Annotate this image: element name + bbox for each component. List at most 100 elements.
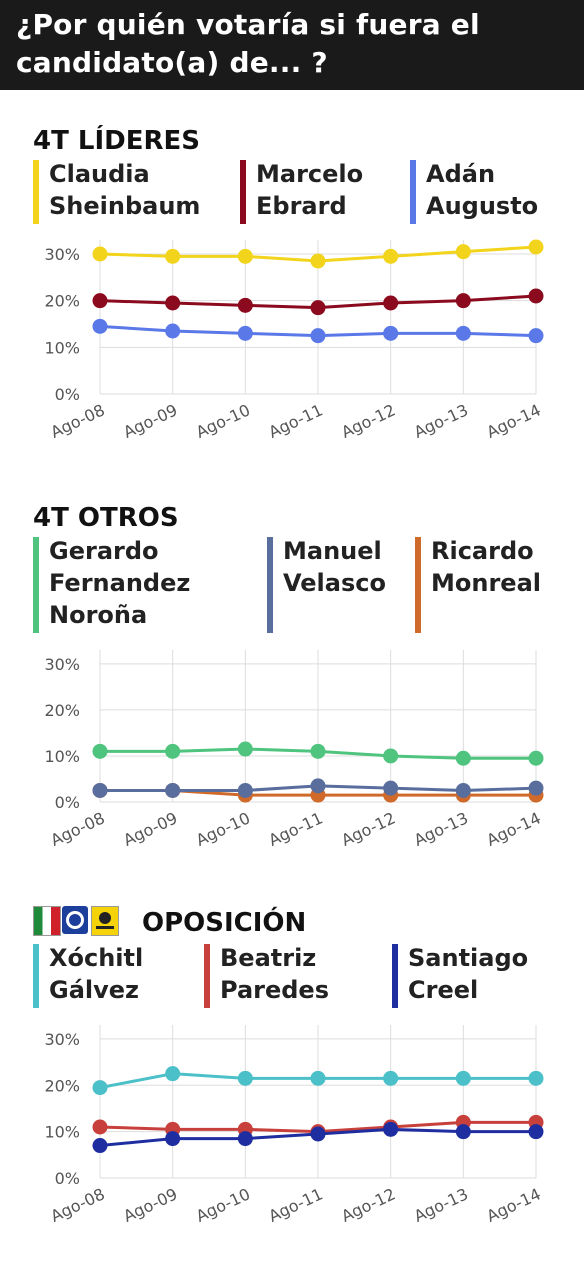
x-tick-label: Ago-11 (266, 1184, 326, 1225)
legend-item-creel: Santiago Creel (392, 942, 580, 1010)
data-point (165, 743, 181, 759)
data-point (528, 328, 544, 344)
x-tick-label: Ago-09 (120, 1184, 180, 1225)
title-line-2: candidato(a) de... ? (16, 46, 328, 79)
data-point (92, 293, 108, 309)
legend-item-galvez: Xóchitl Gálvez (33, 942, 203, 1010)
data-point (455, 1124, 471, 1140)
pan-logo-icon (62, 906, 88, 934)
y-tick-label: 30% (44, 1030, 80, 1049)
x-tick-label: Ago-08 (48, 808, 108, 849)
data-point (165, 295, 181, 311)
x-tick-label: Ago-10 (193, 1184, 253, 1225)
legend-label: Marcelo Ebrard (256, 160, 364, 220)
data-point (92, 782, 108, 798)
data-point (528, 288, 544, 304)
y-tick-label: 30% (44, 655, 80, 674)
data-point (455, 293, 471, 309)
data-point (383, 248, 399, 264)
x-tick-label: Ago-13 (411, 400, 471, 441)
legend-label: Ricardo Monreal (431, 537, 541, 597)
data-point (310, 1070, 326, 1086)
y-tick-label: 10% (44, 1123, 80, 1142)
data-point (455, 325, 471, 341)
data-point (383, 325, 399, 341)
data-point (237, 741, 253, 757)
legend-swatch (392, 944, 398, 1008)
y-tick-label: 10% (44, 338, 80, 357)
chart-otros: 0% 10% 20% 30% Ago-08 Ago-09 Ago-10 Ago-11 Ago-1… (44, 650, 544, 850)
data-point (165, 782, 181, 798)
x-tick-label: Ago-14 (484, 1184, 544, 1225)
y-tick-label: 0% (55, 793, 80, 812)
data-point (528, 1124, 544, 1140)
data-point (165, 1066, 181, 1082)
x-tick-label: Ago-12 (338, 400, 398, 441)
data-point (310, 743, 326, 759)
x-tick-label: Ago-14 (484, 400, 544, 441)
pri-logo-icon (33, 906, 61, 936)
data-point (310, 253, 326, 269)
section-title-otros: 4T OTROS (33, 503, 179, 533)
legend-label: Santiago Creel (408, 944, 529, 1004)
data-point (92, 1138, 108, 1154)
data-point (237, 325, 253, 341)
x-tick-label: Ago-09 (120, 400, 180, 441)
data-point (528, 239, 544, 255)
x-tick-label: Ago-13 (411, 808, 471, 849)
y-tick-label: 20% (44, 701, 80, 720)
legend-item-paredes: Beatriz Paredes (204, 942, 374, 1010)
data-point (237, 248, 253, 264)
data-point (92, 246, 108, 262)
data-point (165, 323, 181, 339)
chart-oposicion: 0% 10% 20% 30% Ago-08 Ago-09 Ago-10 Ago-11 Ago-1… (44, 1025, 544, 1226)
data-point (383, 748, 399, 764)
data-point (455, 244, 471, 260)
data-point (528, 780, 544, 796)
y-tick-label: 30% (44, 245, 80, 264)
legend-swatch (33, 944, 39, 1008)
data-point (92, 318, 108, 334)
legend-item-adan: Adán Augusto (410, 158, 580, 226)
data-point (310, 300, 326, 316)
x-tick-label: Ago-10 (193, 808, 253, 849)
data-point (310, 328, 326, 344)
section-title-lideres: 4T LÍDERES (33, 126, 200, 156)
header-banner: ¿Por quién votaría si fuera el candidato… (0, 0, 584, 90)
y-tick-label: 0% (55, 385, 80, 404)
x-tick-label: Ago-11 (266, 808, 326, 849)
legend-item-sheinbaum: Claudia Sheinbaum (33, 158, 233, 226)
data-point (165, 1131, 181, 1147)
legend-label: Beatriz Paredes (220, 944, 329, 1004)
x-tick-label: Ago-12 (338, 1184, 398, 1225)
legend-swatch (33, 537, 39, 633)
legend-item-monreal: Ricardo Monreal (415, 535, 580, 635)
data-point (455, 782, 471, 798)
data-point (528, 1070, 544, 1086)
y-tick-label: 20% (44, 1076, 80, 1095)
section-title-oposicion: OPOSICIÓN (142, 908, 307, 938)
data-point (383, 1070, 399, 1086)
title-line-1: ¿Por quién votaría si fuera el (16, 8, 480, 41)
legend-swatch (410, 160, 416, 224)
legend-label: Manuel Velasco (283, 537, 386, 597)
chart-lideres: 0% 10% 20% 30% Ago-08 Ago-09 Ago-10 Ago-11 Ago-1… (44, 239, 544, 442)
party-logos (33, 906, 119, 936)
data-point (237, 297, 253, 313)
data-point (92, 743, 108, 759)
legend-swatch (415, 537, 421, 633)
data-point (455, 750, 471, 766)
legend-swatch (240, 160, 246, 224)
legend-swatch (33, 160, 39, 224)
data-point (383, 1121, 399, 1137)
legend-label: Claudia Sheinbaum (49, 160, 201, 220)
legend-item-ebrard: Marcelo Ebrard (240, 158, 400, 226)
x-tick-label: Ago-09 (120, 808, 180, 849)
page-title: ¿Por quién votaría si fuera el candidato… (16, 6, 480, 82)
data-point (383, 295, 399, 311)
legend-swatch (267, 537, 273, 633)
legend-label: Gerardo Fernandez Noroña (49, 537, 191, 629)
legend-item-velasco: Manuel Velasco (267, 535, 407, 635)
legend-swatch (204, 944, 210, 1008)
y-tick-label: 20% (44, 292, 80, 311)
